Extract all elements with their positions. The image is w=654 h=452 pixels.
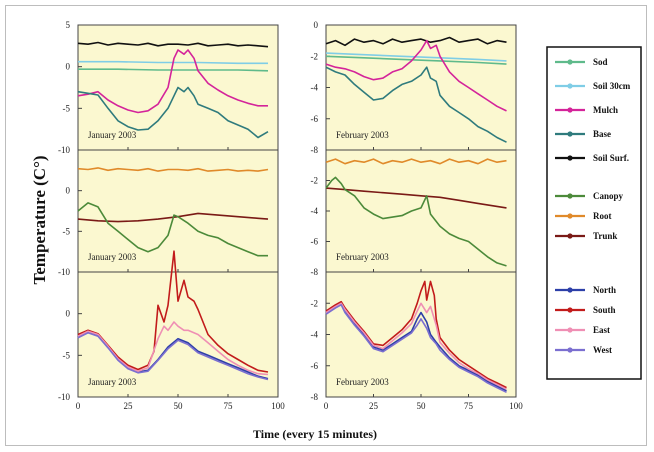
- legend-swatch-marker: [567, 193, 573, 199]
- x-tick-label-canopy-february: 75: [464, 401, 474, 411]
- y-tick-label-soil-february: -6: [311, 114, 319, 124]
- x-tick-label-canopy-february: 100: [509, 401, 523, 411]
- series-line-south-canopy-february: [325, 280, 507, 389]
- series-line-south-canopy-january: [77, 250, 269, 373]
- legend-label: Base: [593, 129, 611, 139]
- figure-frame: [5, 5, 647, 446]
- legend-label: Soil 30cm: [593, 81, 631, 91]
- series-line-soil-surf--soil-january: [77, 41, 269, 48]
- legend-swatch-marker: [567, 155, 573, 161]
- series-line-east-canopy-january: [77, 321, 269, 376]
- x-tick-label-canopy-january: 25: [124, 401, 134, 411]
- x-tick-label-canopy-january: 100: [271, 401, 285, 411]
- legend-label: North: [593, 285, 616, 295]
- x-tick-label-canopy-january: 0: [76, 401, 81, 411]
- panel-annotation-canopy-february: February 2003: [336, 377, 389, 387]
- series-line-west-canopy-february: [325, 303, 507, 394]
- series-line-north-canopy-february: [325, 302, 507, 392]
- y-tick-label-soil-february: 0: [314, 20, 319, 30]
- y-tick-label-tree-february: -6: [311, 237, 319, 247]
- series-line-east-canopy-february: [325, 302, 507, 390]
- y-tick-label-tree-january: -10: [58, 267, 70, 277]
- y-tick-label-tree-january: 0: [66, 186, 71, 196]
- panel-annotation-soil-february: February 2003: [336, 130, 389, 140]
- legend-swatch-marker: [567, 59, 573, 65]
- legend-swatch-marker: [567, 287, 573, 293]
- series-line-mulch-soil-january: [77, 49, 268, 114]
- y-tick-label-soil-february: -2: [311, 51, 319, 61]
- legend-swatch-marker: [567, 107, 573, 113]
- series-line-root-tree-january: [77, 167, 269, 172]
- legend-swatch-marker: [567, 327, 573, 333]
- series-line-canopy-tree-february: [325, 176, 507, 267]
- legend-swatch-marker: [567, 307, 573, 313]
- y-tick-label-canopy-february: -8: [311, 392, 319, 402]
- y-tick-label-canopy-february: -2: [311, 298, 319, 308]
- legend-label: West: [593, 345, 612, 355]
- y-tick-label-soil-january: -10: [58, 145, 70, 155]
- series-line-base-soil-february: [325, 66, 507, 143]
- panel-annotation-tree-january: January 2003: [88, 252, 137, 262]
- panel-annotation-soil-january: January 2003: [88, 130, 137, 140]
- series-line-soil-surf--soil-february: [325, 36, 507, 47]
- legend-label: East: [593, 325, 610, 335]
- series-line-sod-soil-january: [78, 68, 269, 72]
- y-tick-label-soil-february: -8: [311, 145, 319, 155]
- y-tick-label-canopy-february: -6: [311, 361, 319, 371]
- y-tick-label-tree-february: -8: [311, 267, 319, 277]
- legend-label: South: [593, 305, 616, 315]
- legend-swatch-marker: [567, 233, 573, 239]
- x-tick-label-canopy-february: 25: [369, 401, 379, 411]
- legend-label: Sod: [593, 57, 608, 67]
- y-tick-label-canopy-january: -5: [63, 350, 71, 360]
- panel-annotation-tree-february: February 2003: [336, 252, 389, 262]
- y-tick-label-tree-january: -5: [63, 226, 71, 236]
- y-tick-label-canopy-february: -4: [311, 330, 319, 340]
- series-line-soil-30cm-soil-february: [325, 52, 507, 62]
- series-line-sod-soil-february: [325, 55, 507, 65]
- series-line-canopy-tree-january: [77, 202, 268, 257]
- y-tick-label-tree-february: -4: [311, 206, 319, 216]
- legend-label: Soil Surf.: [593, 153, 629, 163]
- legend-swatch-marker: [567, 213, 573, 219]
- x-tick-label-canopy-february: 0: [324, 401, 329, 411]
- legend-label: Canopy: [593, 191, 624, 201]
- series-line-mulch-soil-february: [325, 39, 507, 112]
- y-tick-label-canopy-january: -10: [58, 392, 70, 402]
- panel-annotation-canopy-january: January 2003: [88, 377, 137, 387]
- legend-label: Root: [593, 211, 612, 221]
- legend-swatch-marker: [567, 131, 573, 137]
- y-tick-label-canopy-january: 0: [66, 309, 71, 319]
- legend-swatch-marker: [567, 83, 573, 89]
- legend-swatch-marker: [567, 347, 573, 353]
- x-tick-label-canopy-january: 75: [224, 401, 234, 411]
- y-tick-label-soil-february: -4: [311, 83, 319, 93]
- y-tick-label-tree-february: -2: [311, 176, 319, 186]
- series-line-soil-30cm-soil-january: [78, 60, 268, 65]
- series-line-west-canopy-january: [77, 331, 269, 381]
- legend-label: Trunk: [593, 231, 617, 241]
- y-tick-label-soil-january: 5: [66, 20, 71, 30]
- legend-box: [546, 46, 642, 380]
- series-line-base-soil-january: [77, 86, 269, 139]
- legend-label: Mulch: [593, 105, 618, 115]
- series-line-root-tree-february: [325, 158, 507, 165]
- y-tick-label-soil-january: -5: [63, 103, 71, 113]
- x-tick-label-canopy-february: 50: [417, 401, 427, 411]
- y-tick-label-soil-january: 0: [66, 62, 71, 72]
- series-line-trunk-tree-february: [325, 187, 507, 209]
- x-tick-label-canopy-january: 50: [174, 401, 184, 411]
- x-axis-label: Time (every 15 minutes): [252, 427, 378, 441]
